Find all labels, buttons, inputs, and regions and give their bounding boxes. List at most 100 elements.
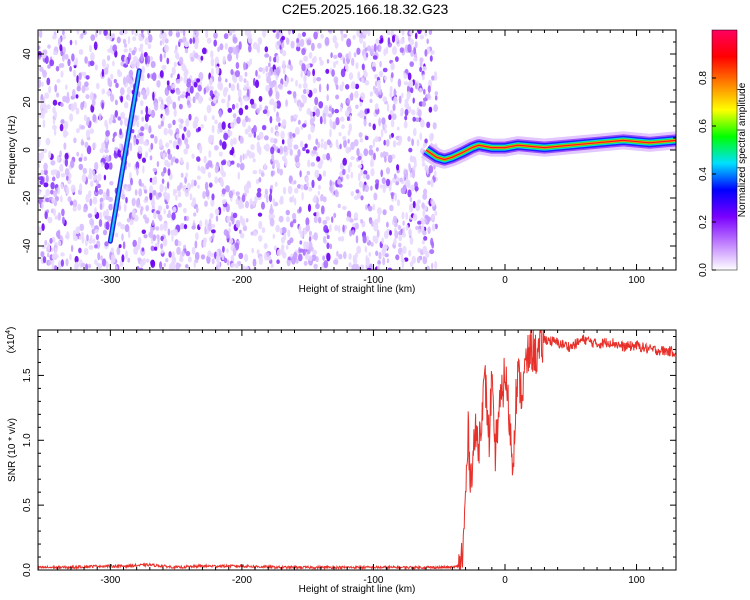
noise-blob xyxy=(317,162,323,169)
noise-blob xyxy=(325,68,330,74)
noise-blob xyxy=(176,263,182,268)
colorbar: 0.0 0.2 0.4 0.6 0.8 Normalized spectral ampl… xyxy=(698,29,748,277)
noise-blob xyxy=(269,81,275,87)
noise-blob xyxy=(147,73,150,79)
noise-blob xyxy=(284,158,288,167)
noise-blob xyxy=(166,95,172,103)
noise-blob xyxy=(261,201,265,210)
noise-blob xyxy=(287,90,292,95)
noise-blob xyxy=(79,223,85,232)
noise-blob xyxy=(276,32,280,40)
noise-blob xyxy=(41,223,45,232)
noise-blob xyxy=(281,42,285,49)
noise-blob xyxy=(193,30,197,34)
noise-blob xyxy=(363,170,368,176)
noise-blob xyxy=(226,99,230,109)
noise-blob xyxy=(349,229,353,237)
noise-blob xyxy=(299,102,305,108)
noise-blob xyxy=(375,38,380,45)
noise-blob xyxy=(141,116,144,122)
noise-blob xyxy=(286,64,291,69)
noise-blob xyxy=(76,30,80,35)
noise-blob xyxy=(104,162,110,170)
noise-blob xyxy=(201,47,207,55)
noise-blob xyxy=(340,235,345,242)
noise-blob xyxy=(163,167,167,174)
noise-blob xyxy=(99,212,103,220)
x-tick-label: -200 xyxy=(232,275,252,286)
noise-blob xyxy=(385,139,390,147)
noise-blob xyxy=(243,97,249,102)
noise-blob xyxy=(149,191,153,201)
noise-blob xyxy=(392,113,397,120)
noise-blob xyxy=(360,92,366,101)
noise-blob xyxy=(412,213,418,221)
noise-blob xyxy=(289,148,293,156)
noise-blob xyxy=(303,260,308,266)
noise-blob xyxy=(251,247,255,254)
noise-blob xyxy=(137,257,142,262)
noise-blob xyxy=(69,66,72,72)
noise-blob xyxy=(315,138,319,145)
noise-blob xyxy=(424,49,428,57)
doppler-core-red xyxy=(425,139,676,161)
noise-blob xyxy=(152,168,157,172)
noise-blob xyxy=(322,170,326,177)
noise-blob xyxy=(94,229,99,234)
noise-blob xyxy=(125,58,128,65)
noise-blob xyxy=(76,85,81,92)
noise-blob xyxy=(105,123,109,131)
noise-blob xyxy=(214,208,220,216)
noise-blob xyxy=(408,249,412,257)
noise-blob xyxy=(114,110,119,118)
noise-blob xyxy=(196,30,199,38)
noise-blob xyxy=(74,255,79,264)
noise-blob xyxy=(240,97,243,107)
noise-blob xyxy=(323,117,327,125)
noise-blob xyxy=(210,252,216,258)
noise-blob xyxy=(264,135,269,141)
noise-blob xyxy=(296,45,301,52)
noise-blob xyxy=(360,218,364,224)
noise-blob xyxy=(258,168,262,175)
noise-blob xyxy=(234,263,240,269)
noise-blob xyxy=(145,55,148,65)
noise-blob xyxy=(94,244,98,249)
noise-blob xyxy=(331,216,334,224)
noise-blob xyxy=(328,106,332,112)
noise-blob xyxy=(298,83,302,89)
noise-blob xyxy=(69,39,73,46)
noise-blob xyxy=(219,43,224,51)
noise-blob xyxy=(160,120,164,127)
noise-blob xyxy=(161,99,164,105)
noise-blob xyxy=(120,87,125,96)
noise-blob xyxy=(168,139,173,144)
noise-blob xyxy=(60,119,65,125)
noise-blob xyxy=(304,55,308,61)
noise-blob xyxy=(430,237,434,246)
noise-blob xyxy=(313,31,318,40)
noise-blob xyxy=(376,229,380,238)
noise-blob xyxy=(44,55,49,64)
noise-blob xyxy=(339,143,342,150)
y-tick-label: 1.5 xyxy=(22,368,33,382)
noise-blob xyxy=(322,219,328,225)
noise-blob xyxy=(103,30,108,36)
noise-blob xyxy=(127,162,131,168)
noise-blob xyxy=(393,88,397,97)
noise-blob xyxy=(407,136,411,142)
noise-blob xyxy=(395,254,400,261)
noise-blob xyxy=(187,256,192,263)
noise-blob xyxy=(92,238,96,244)
noise-blob xyxy=(209,236,212,242)
noise-blob xyxy=(186,161,189,171)
noise-blob xyxy=(344,61,348,70)
noise-blob xyxy=(417,30,422,35)
noise-blob xyxy=(184,48,189,54)
noise-blob xyxy=(271,214,275,219)
noise-blob xyxy=(377,260,381,265)
noise-blob xyxy=(421,202,425,209)
noise-blob xyxy=(73,235,78,242)
noise-blob xyxy=(422,245,428,255)
